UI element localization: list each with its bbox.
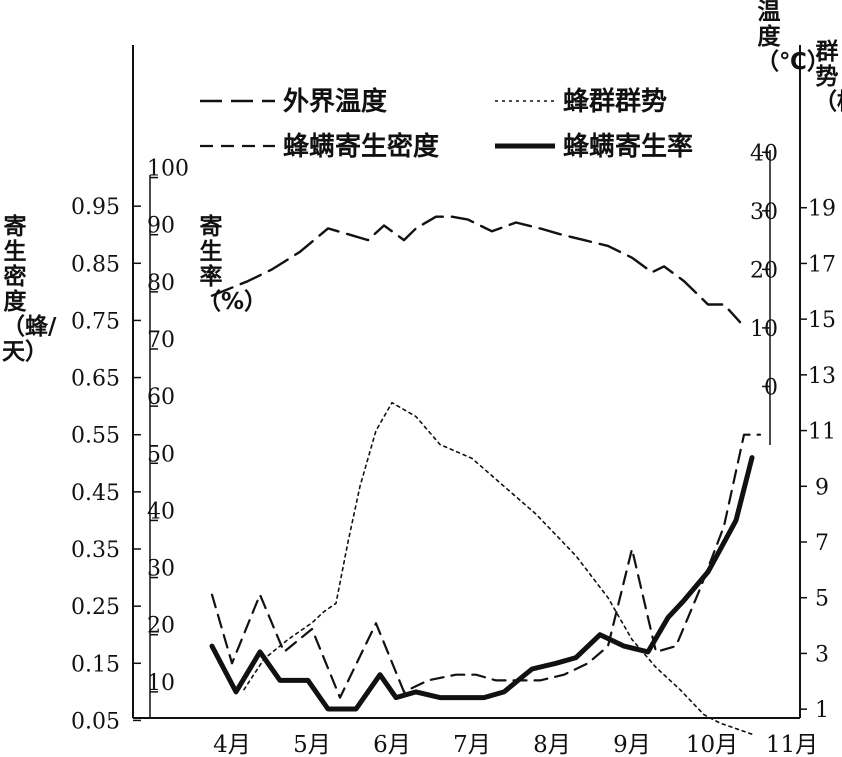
series-line-temperature <box>210 215 742 324</box>
density-tick-label: 0.55 <box>71 424 120 449</box>
density-tick-label: 0.15 <box>71 652 120 677</box>
colony-tick-label: 5 <box>815 587 829 612</box>
temperature-tick-label: 30 <box>750 200 778 225</box>
rate-axis-label: 寄生率（%） <box>198 214 268 315</box>
rate-tick-label: 80 <box>147 271 175 296</box>
colony-tick-label: 17 <box>808 252 836 277</box>
temperature-tick-label: 0 <box>764 375 778 400</box>
rate-tick-label: 10 <box>147 671 175 696</box>
rate-tick-label: 20 <box>147 614 175 639</box>
density-tick-label: 0.45 <box>71 481 120 506</box>
month-tick-label: 9月 <box>613 732 651 757</box>
month-tick-label: 7月 <box>453 732 491 757</box>
legend-label-rate: 蜂螨寄生率 <box>563 131 693 162</box>
colony-tick-label: 9 <box>815 475 829 500</box>
density-tick-label: 0.05 <box>71 709 120 734</box>
series-line-rate <box>209 455 755 712</box>
rate-tick-label: 50 <box>147 442 175 467</box>
colony-tick-label: 7 <box>815 531 829 556</box>
density-tick-label: 0.85 <box>71 252 120 277</box>
density-tick-label: 0.25 <box>71 595 120 620</box>
month-tick-label: 6月 <box>373 732 411 757</box>
density-axis-label: 寄生密度（蜂/天） <box>2 214 57 365</box>
legend-label-colony: 蜂群群势 <box>563 87 667 117</box>
density-tick-label: 0.65 <box>71 367 120 392</box>
density-tick-label: 0.75 <box>71 309 120 334</box>
colony-tick-label: 19 <box>808 197 836 222</box>
month-tick-label: 8月 <box>533 732 571 757</box>
colony-tick-label: 13 <box>808 364 836 389</box>
colony-tick-label: 3 <box>815 642 829 667</box>
series-line-density <box>210 433 762 699</box>
colony-tick-label: 15 <box>808 308 836 333</box>
colony-tick-label: 11 <box>808 420 836 445</box>
rate-tick-label: 40 <box>147 499 175 524</box>
rate-tick-label: 60 <box>147 385 175 410</box>
legend-label-density: 蜂螨寄生密度 <box>283 131 439 162</box>
rate-tick-label: 70 <box>147 328 175 353</box>
temperature-tick-label: 20 <box>750 258 778 283</box>
month-tick-label: 11月 <box>766 732 818 757</box>
rate-tick-label: 90 <box>147 214 175 239</box>
density-tick-label: 0.95 <box>71 195 120 220</box>
temperature-tick-label: 10 <box>750 317 778 342</box>
month-tick-label: 5月 <box>293 732 331 757</box>
temperature-tick-label: 40 <box>750 141 778 166</box>
colony-tick-label: 1 <box>815 698 829 723</box>
ticks: 0.05 0.15 0.25 0.35 0.45 0.55 0.65 0.75 0.85 0.95… <box>71 141 836 757</box>
temperature-axis-label: 温度（℃） <box>756 0 830 75</box>
month-tick-label: 10月 <box>686 732 738 757</box>
rate-tick-label: 30 <box>147 557 175 582</box>
rate-tick-label: 100 <box>147 157 189 182</box>
series-lines <box>209 215 762 736</box>
month-tick-label: 4月 <box>213 732 251 757</box>
series-line-colony <box>243 401 753 736</box>
colony-axis-label: 群势（框） <box>814 39 842 115</box>
legend-label-temperature: 外界温度 <box>283 86 387 117</box>
density-tick-label: 0.35 <box>71 538 120 563</box>
